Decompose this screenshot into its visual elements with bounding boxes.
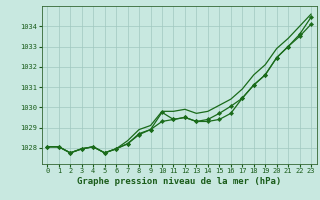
X-axis label: Graphe pression niveau de la mer (hPa): Graphe pression niveau de la mer (hPa) [77,177,281,186]
